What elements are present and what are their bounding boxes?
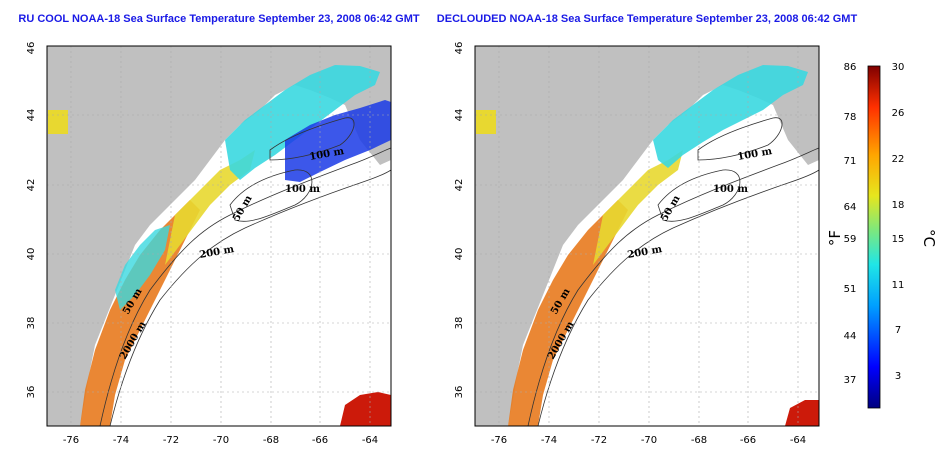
colorbar-f-tick: 44 xyxy=(844,331,857,342)
left-sst-cyan-south xyxy=(115,225,170,310)
left-lon-tick: -72 xyxy=(163,435,179,446)
right-lon-tick: -64 xyxy=(790,435,806,446)
left-lat-tick: 40 xyxy=(26,248,37,261)
colorbar-f-tick: 64 xyxy=(844,202,857,213)
right-lat-tick: 38 xyxy=(454,317,465,330)
colorbar-c-tick: 30 xyxy=(892,62,905,73)
colorbar-f-tick: 71 xyxy=(844,156,857,167)
left-map-panel: RU COOL NOAA-18 Sea Surface Temperature … xyxy=(18,13,420,446)
left-map-title: RU COOL NOAA-18 Sea Surface Temperature … xyxy=(18,13,420,25)
left-lat-tick: 36 xyxy=(26,386,37,399)
left-map-frame xyxy=(46,45,392,427)
left-lon-ticks: -76 -74 -72 -70 -68 -66 -64 xyxy=(63,435,378,446)
colorbar-f-ticks: 86 78 71 64 59 51 44 37 xyxy=(844,62,857,386)
colorbar-f-label: °F xyxy=(826,230,844,246)
colorbar-f-tick: 78 xyxy=(844,112,857,123)
left-sst-hot-patch xyxy=(340,392,391,426)
right-map-title: DECLOUDED NOAA-18 Sea Surface Temperatur… xyxy=(437,13,858,25)
colorbar-c-tick: 7 xyxy=(895,325,901,336)
left-lon-tick: -68 xyxy=(263,435,279,446)
right-lat-ticks: 36 38 40 42 44 46 xyxy=(454,42,465,399)
colorbar-gradient xyxy=(867,65,881,409)
left-lat-tick: 38 xyxy=(26,317,37,330)
colorbar-c-tick: 26 xyxy=(892,108,905,119)
left-sst-small-patch xyxy=(48,110,68,134)
right-lat-tick: 36 xyxy=(454,386,465,399)
colorbar-c-ticks: 30 26 22 18 15 11 7 3 xyxy=(892,62,905,382)
colorbar-f-tick: 51 xyxy=(844,284,857,295)
right-lat-tick: 40 xyxy=(454,248,465,261)
temperature-colorbar: 86 78 71 64 59 51 44 37 30 26 22 18 15 1… xyxy=(826,62,938,409)
right-lat-tick: 46 xyxy=(454,42,465,55)
left-lat-tick: 42 xyxy=(26,179,37,192)
right-lon-tick: -74 xyxy=(541,435,557,446)
left-sst-blue xyxy=(285,100,391,182)
right-sst-small-patch xyxy=(476,110,496,134)
right-lon-tick: -72 xyxy=(591,435,607,446)
left-lon-tick: -64 xyxy=(362,435,378,446)
left-lon-tick: -74 xyxy=(113,435,129,446)
colorbar-c-label: °C xyxy=(920,229,938,247)
colorbar-f-tick: 86 xyxy=(844,62,857,73)
left-lat-ticks: 36 38 40 42 44 46 xyxy=(26,42,37,399)
left-lon-tick: -76 xyxy=(63,435,79,446)
right-lon-tick: -66 xyxy=(740,435,756,446)
left-sst-cyan xyxy=(225,65,380,180)
left-lon-tick: -66 xyxy=(312,435,328,446)
colorbar-c-tick: 22 xyxy=(892,154,905,165)
colorbar-f-tick: 59 xyxy=(844,234,857,245)
left-lat-tick: 44 xyxy=(26,109,37,122)
right-lon-tick: -68 xyxy=(691,435,707,446)
right-map-panel: DECLOUDED NOAA-18 Sea Surface Temperatur… xyxy=(437,13,858,446)
right-land-mass xyxy=(475,46,819,426)
left-contour-lines xyxy=(99,117,391,426)
left-contour-label: 100 m xyxy=(285,184,320,195)
right-lat-tick: 44 xyxy=(454,109,465,122)
left-lat-tick: 46 xyxy=(26,42,37,55)
colorbar-c-tick: 11 xyxy=(892,280,905,291)
left-lon-tick: -70 xyxy=(213,435,229,446)
right-sst-yellow xyxy=(593,150,683,265)
left-land-mass xyxy=(47,46,391,426)
colorbar-c-tick: 18 xyxy=(892,200,905,211)
right-sst-hot-patch xyxy=(785,400,819,426)
colorbar-c-tick: 15 xyxy=(892,234,905,245)
colorbar-c-tick: 3 xyxy=(895,371,901,382)
right-lon-tick: -70 xyxy=(641,435,657,446)
right-lon-tick: -76 xyxy=(491,435,507,446)
right-grid xyxy=(475,46,819,426)
colorbar-f-tick: 37 xyxy=(844,375,857,386)
right-lon-ticks: -76 -74 -72 -70 -68 -66 -64 xyxy=(491,435,806,446)
right-contour-label: 100 m xyxy=(713,184,748,195)
right-lat-tick: 42 xyxy=(454,179,465,192)
right-map-frame xyxy=(474,45,820,427)
left-sst-yellow xyxy=(165,150,255,265)
right-contour-lines xyxy=(527,117,819,426)
left-grid xyxy=(47,46,391,426)
right-sst-cyan xyxy=(653,65,808,168)
